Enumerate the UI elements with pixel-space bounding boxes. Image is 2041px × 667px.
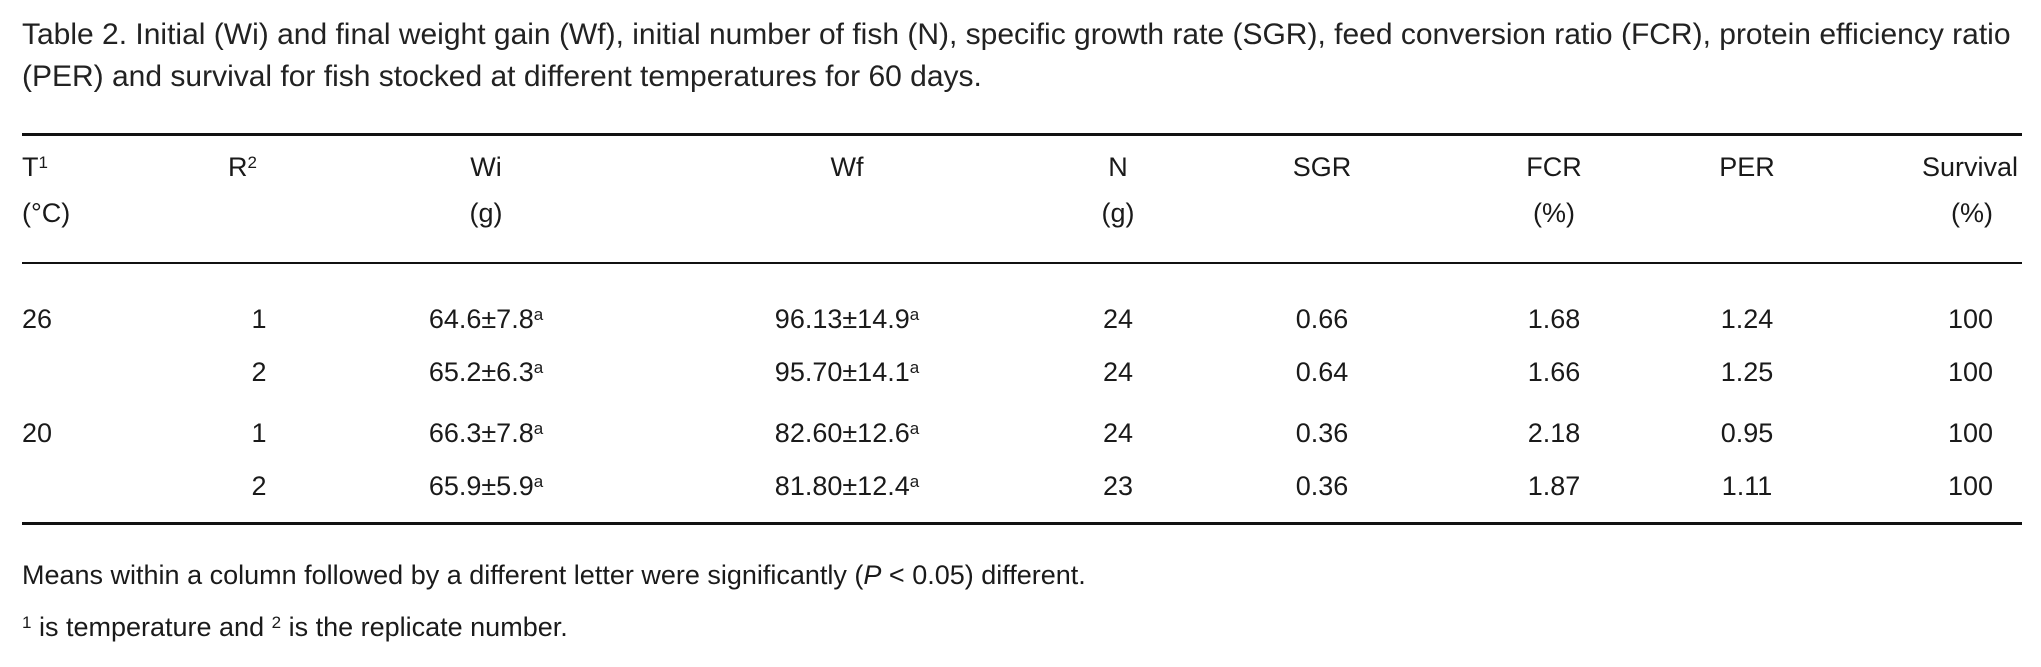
footnote-symbols: 1 is temperature and 2 is the replicate …: [22, 612, 568, 642]
header-survival: Survival: [1921, 152, 2018, 182]
cell-wf: 81.80±12.4a: [774, 471, 920, 501]
cell-wf: 96.13±14.9a: [774, 304, 920, 334]
cell-wi: 66.3±7.8a: [428, 418, 544, 448]
cell-sgr: 0.66: [1295, 304, 1349, 334]
cell-wf: 95.70±14.1a: [774, 357, 920, 387]
header-per: PER: [1719, 152, 1775, 182]
table-top-rule: [22, 133, 2022, 136]
cell-wf: 82.60±12.6a: [774, 418, 920, 448]
header-survival-unit: (%): [1951, 198, 1993, 228]
header-wi-unit: (g): [469, 198, 503, 228]
cell-sgr: 0.64: [1295, 357, 1349, 387]
cell-survival: 100: [1947, 418, 1993, 448]
cell-wi: 64.6±7.8a: [428, 304, 544, 334]
cell-per: 0.95: [1720, 418, 1774, 448]
cell-fcr: 1.66: [1527, 357, 1581, 387]
header-sgr: SGR: [1292, 152, 1352, 182]
header-wi: Wi: [470, 152, 502, 182]
cell-survival: 100: [1947, 471, 1993, 501]
cell-survival: 100: [1947, 304, 1993, 334]
cell-per: 1.25: [1720, 357, 1774, 387]
table-bottom-rule: [22, 522, 2022, 525]
footnote-significance: Means within a column followed by a diff…: [22, 560, 1086, 590]
cell-r: 1: [251, 304, 267, 334]
cell-n: 23: [1102, 471, 1134, 501]
cell-t: 26: [22, 304, 53, 334]
cell-r: 1: [251, 418, 267, 448]
header-fcr-unit: (%): [1533, 198, 1575, 228]
header-t-unit: (°C): [22, 198, 71, 228]
header-r: R2: [228, 152, 257, 182]
cell-n: 24: [1102, 357, 1134, 387]
cell-fcr: 1.87: [1527, 471, 1581, 501]
cell-r: 2: [251, 471, 267, 501]
cell-sgr: 0.36: [1295, 418, 1349, 448]
cell-wi: 65.9±5.9a: [428, 471, 544, 501]
header-wf: Wf: [830, 152, 864, 182]
cell-sgr: 0.36: [1295, 471, 1349, 501]
header-n-unit: (g): [1101, 198, 1135, 228]
cell-per: 1.11: [1721, 471, 1773, 501]
cell-n: 24: [1102, 304, 1134, 334]
cell-per: 1.24: [1720, 304, 1774, 334]
cell-wi: 65.2±6.3a: [428, 357, 544, 387]
cell-n: 24: [1102, 418, 1134, 448]
table-caption: Table 2. Initial (Wi) and final weight g…: [22, 18, 2011, 93]
cell-r: 2: [251, 357, 267, 387]
cell-survival: 100: [1947, 357, 1993, 387]
header-n: N: [1108, 152, 1128, 182]
cell-t: 20: [22, 418, 53, 448]
table-header-rule: [22, 262, 2022, 264]
cell-fcr: 2.18: [1527, 418, 1581, 448]
header-fcr: FCR: [1526, 152, 1582, 182]
cell-fcr: 1.68: [1527, 304, 1581, 334]
header-t: T1: [22, 152, 48, 182]
